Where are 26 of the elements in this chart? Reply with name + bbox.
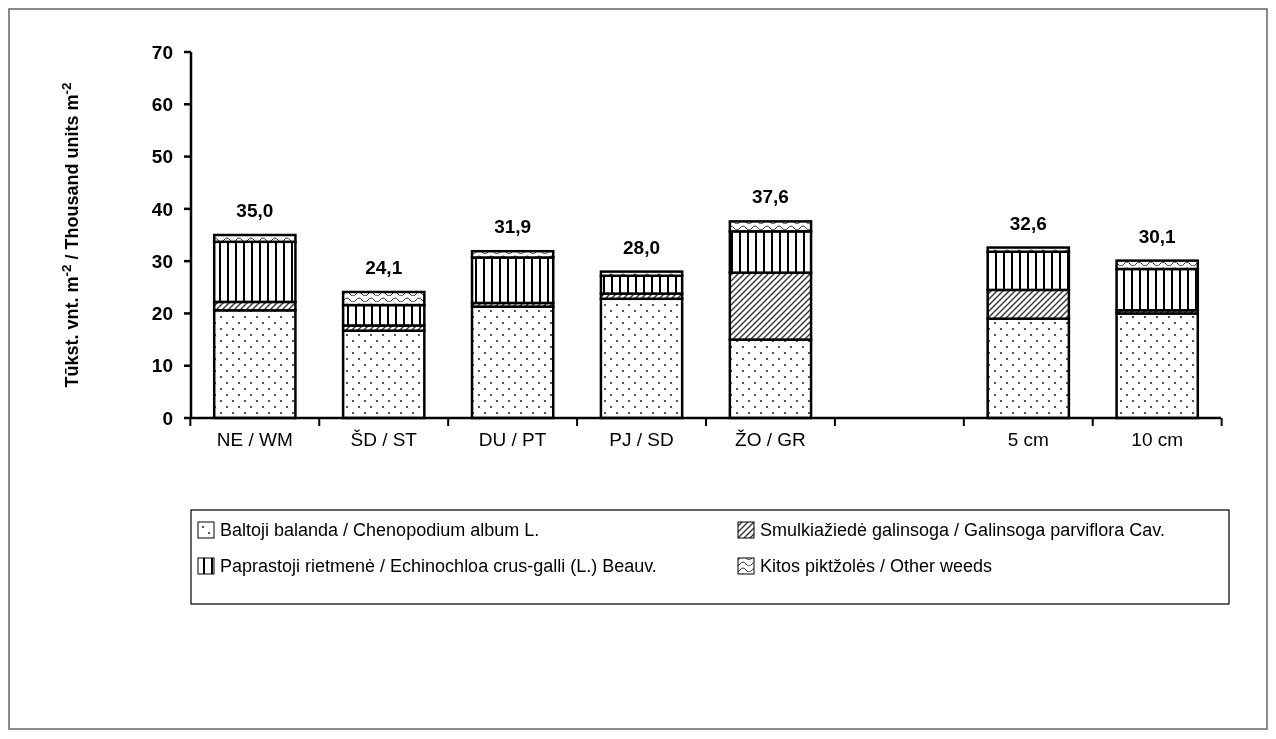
- y-tick-label: 10: [151, 355, 173, 377]
- x-tick-label: ŠD / ST: [350, 429, 418, 450]
- total-label: 28,0: [623, 236, 661, 258]
- legend-label: Baltoji balanda / Chenopodium album L.: [220, 520, 540, 541]
- total-label: 31,9: [494, 216, 532, 238]
- x-tick-label: PJ / SD: [609, 429, 674, 450]
- total-label: 24,1: [365, 256, 403, 278]
- legend-label: Smulkiažiedė galinsoga / Galinsoga parviflora Cav.: [760, 520, 1165, 541]
- y-tick-label: 70: [151, 41, 173, 63]
- y-tick-label: 30: [151, 250, 173, 272]
- y-tick-label: 20: [151, 303, 173, 325]
- total-label: 30,1: [1138, 225, 1177, 247]
- y-tick-label: 0: [162, 407, 173, 429]
- legend-label: Kitos piktžolės / Other weeds: [760, 556, 993, 577]
- total-label: 35,0: [236, 200, 274, 221]
- legend-label: Paprastoji rietmenė / Echinochloa crus-galli (L.) Beauv.: [220, 556, 657, 577]
- total-label: 32,6: [1009, 212, 1047, 234]
- x-tick-label: DU / PT: [478, 429, 547, 450]
- x-tick-label: ŽO / GR: [735, 429, 806, 450]
- x-tick-label: 5 cm: [1007, 429, 1049, 450]
- total-label: 37,6: [751, 186, 789, 208]
- y-tick-label: 50: [151, 146, 173, 168]
- y-tick-label: 60: [151, 93, 173, 115]
- x-tick-label: NE / WM: [216, 429, 293, 450]
- y-tick-label: 40: [151, 198, 173, 220]
- x-tick-label: 10 cm: [1131, 429, 1184, 450]
